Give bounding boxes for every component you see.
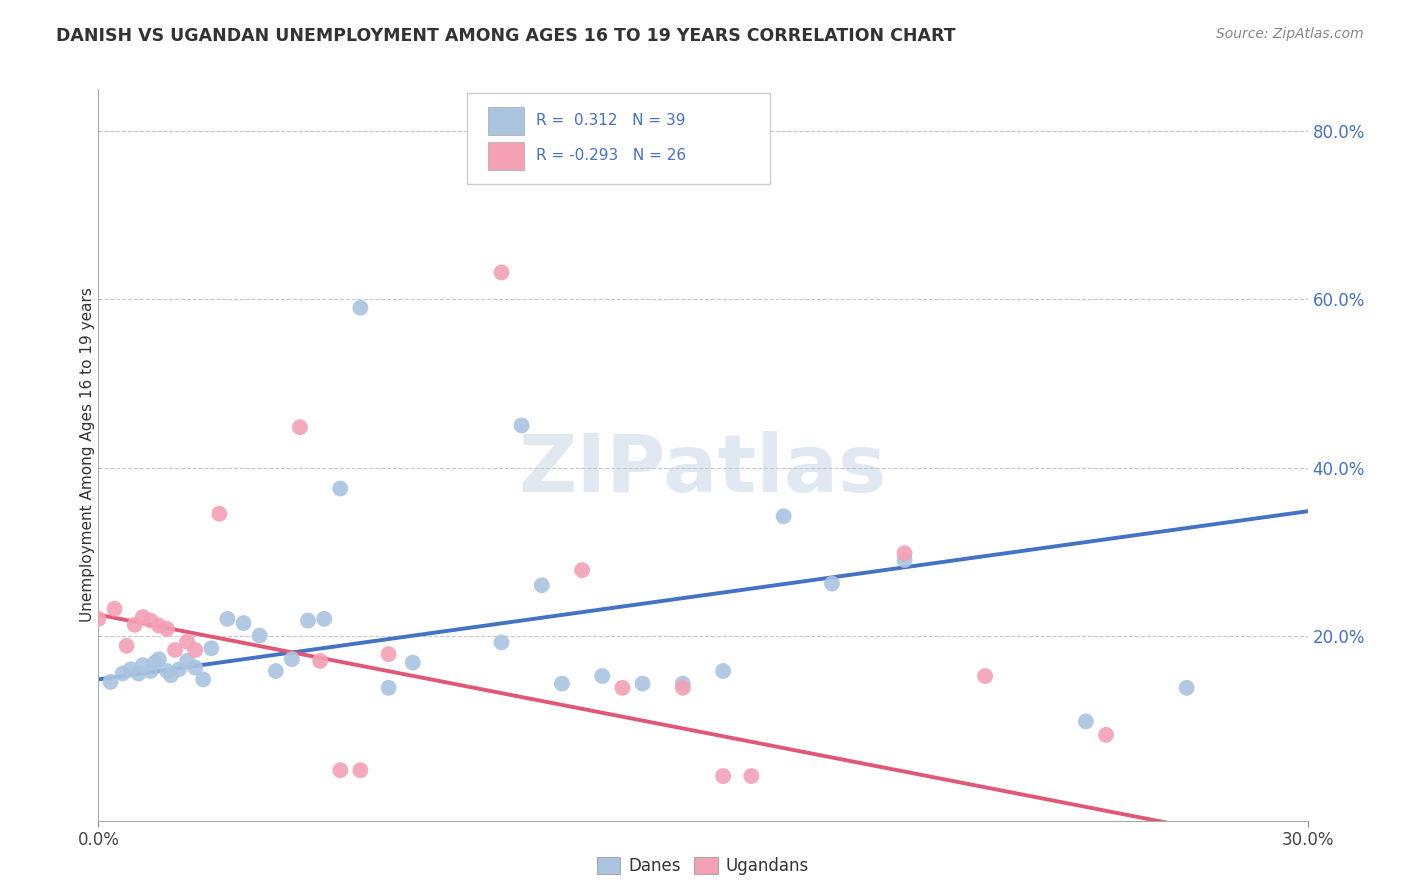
Point [176, 654, 198, 668]
Point [893, 553, 915, 567]
FancyBboxPatch shape [488, 107, 524, 135]
Point [184, 643, 207, 657]
Point [176, 634, 198, 648]
Point [148, 618, 170, 632]
Point [377, 681, 399, 695]
Point [139, 614, 162, 628]
Point [184, 660, 207, 674]
Point [281, 652, 304, 666]
Point [217, 612, 239, 626]
Point [612, 681, 634, 695]
Point [711, 664, 734, 678]
Point [821, 576, 844, 591]
Point [103, 601, 125, 615]
Point [148, 652, 170, 666]
Text: R = -0.293   N = 26: R = -0.293 N = 26 [536, 148, 686, 163]
Point [893, 546, 915, 560]
Text: R =  0.312   N = 39: R = 0.312 N = 39 [536, 113, 686, 128]
Point [208, 507, 231, 521]
Point [115, 639, 138, 653]
Point [314, 612, 336, 626]
Point [571, 563, 593, 577]
Text: Source: ZipAtlas.com: Source: ZipAtlas.com [1216, 27, 1364, 41]
Point [132, 610, 155, 624]
Point [672, 676, 695, 690]
Point [200, 641, 222, 656]
Point [551, 676, 574, 690]
Point [740, 769, 762, 783]
Point [377, 647, 399, 661]
Point [329, 763, 352, 777]
Point [297, 614, 319, 628]
Point [128, 666, 150, 681]
Point [156, 622, 179, 636]
Point [349, 301, 371, 315]
Point [1175, 681, 1198, 695]
Point [100, 674, 122, 689]
Text: DANISH VS UGANDAN UNEMPLOYMENT AMONG AGES 16 TO 19 YEARS CORRELATION CHART: DANISH VS UGANDAN UNEMPLOYMENT AMONG AGE… [56, 27, 956, 45]
Point [672, 681, 695, 695]
Point [120, 662, 142, 676]
Point [491, 635, 513, 649]
Legend: Danes, Ugandans: Danes, Ugandans [591, 850, 815, 882]
Point [249, 629, 271, 643]
Point [193, 673, 215, 687]
Point [1095, 728, 1118, 742]
Point [163, 643, 186, 657]
Point [124, 617, 146, 632]
Point [974, 669, 997, 683]
Point [772, 509, 794, 524]
Point [309, 654, 332, 668]
FancyBboxPatch shape [467, 93, 769, 185]
FancyBboxPatch shape [488, 142, 524, 169]
Point [132, 658, 155, 673]
Point [87, 612, 110, 626]
Point [329, 482, 352, 496]
Point [1074, 714, 1097, 729]
Point [510, 418, 533, 433]
Point [530, 578, 553, 592]
Point [139, 664, 162, 678]
Point [143, 656, 166, 670]
Point [288, 420, 311, 434]
Point [156, 664, 179, 678]
Point [591, 669, 613, 683]
Point [160, 668, 183, 682]
Point [402, 656, 425, 670]
Point [349, 763, 371, 777]
Text: ZIPatlas: ZIPatlas [519, 431, 887, 508]
Point [264, 664, 287, 678]
Point [711, 769, 734, 783]
Point [491, 265, 513, 279]
Point [631, 676, 654, 690]
Point [232, 616, 254, 631]
Point [111, 666, 134, 681]
Y-axis label: Unemployment Among Ages 16 to 19 years: Unemployment Among Ages 16 to 19 years [80, 287, 94, 623]
Point [167, 662, 190, 676]
